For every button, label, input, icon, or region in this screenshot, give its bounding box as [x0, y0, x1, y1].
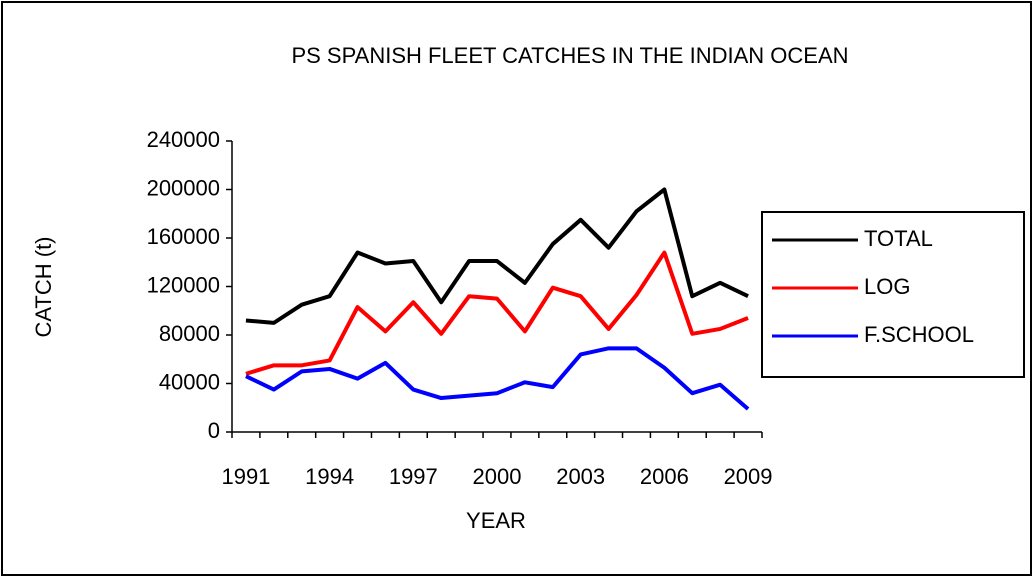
y-tick-label: 0	[208, 418, 220, 443]
y-tick-label: 240000	[147, 127, 220, 152]
y-tick-label: 120000	[147, 272, 220, 297]
series-line	[245, 187, 749, 325]
y-tick-label: 200000	[147, 175, 220, 200]
legend-label: LOG	[864, 274, 910, 299]
x-axis-title: YEAR	[466, 508, 526, 533]
x-tick-label: 2000	[473, 464, 522, 489]
legend-label: TOTAL	[864, 226, 933, 251]
x-tick-label: 2009	[724, 464, 773, 489]
y-tick-label: 80000	[159, 321, 220, 346]
y-axis-title: CATCH (t)	[31, 236, 56, 337]
chart-title: PS SPANISH FLEET CATCHES IN THE INDIAN O…	[291, 43, 848, 68]
y-tick-label: 160000	[147, 224, 220, 249]
x-tick-label: 1994	[305, 464, 354, 489]
legend-label: F.SCHOOL	[864, 322, 974, 347]
x-tick-label: 2003	[556, 464, 605, 489]
x-tick-label: 2006	[640, 464, 689, 489]
x-tick-label: 1997	[389, 464, 438, 489]
series-line	[245, 346, 750, 411]
series-line	[245, 250, 749, 376]
y-tick-label: 40000	[159, 369, 220, 394]
x-tick-label: 1991	[221, 464, 270, 489]
